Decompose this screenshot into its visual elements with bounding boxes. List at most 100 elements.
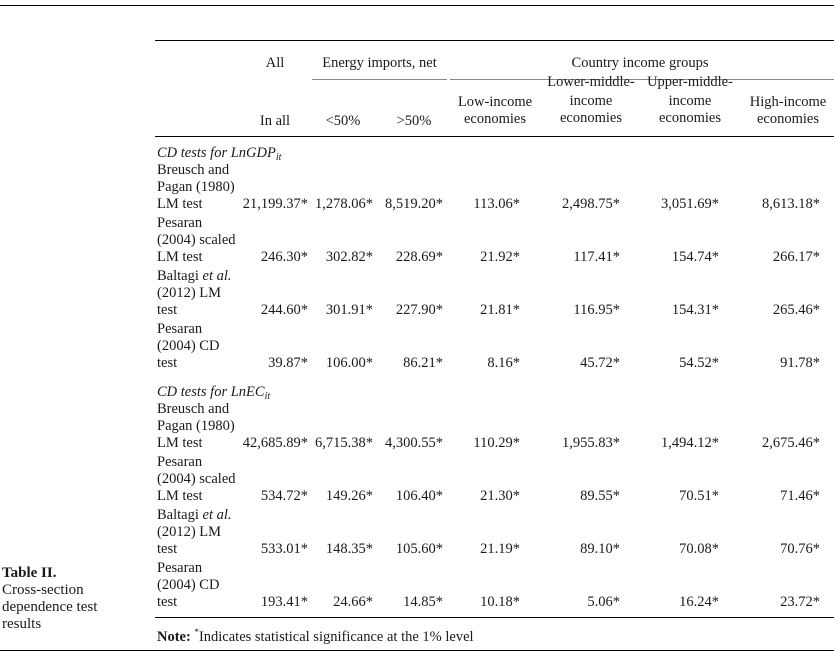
table-cell: 91.78*	[780, 355, 820, 371]
table-bottom-rule	[155, 617, 834, 618]
row-label-line: Baltagi et al.	[157, 268, 232, 284]
table-caption-line: dependence test	[2, 599, 98, 615]
table-cell: 54.52*	[679, 355, 719, 371]
header-line: Upper-middle-	[647, 74, 733, 90]
row-label-line: Pagan (1980)	[157, 418, 235, 434]
row-label-line: test	[157, 594, 178, 610]
row-label-line: LM test	[157, 435, 203, 451]
table-cell: 113.06*	[473, 196, 520, 212]
table-cell: 8.16*	[487, 355, 520, 371]
header-line: economies	[559, 110, 622, 126]
row-label-line: (2004) CD	[157, 338, 220, 354]
table-cell: 534.72*	[260, 488, 308, 504]
row-label: Pesaran (2004) CD test	[157, 321, 219, 372]
row-label: Pesaran (2004) CD test	[157, 560, 219, 611]
table-cell: 16.24*	[679, 594, 719, 610]
header-line: income	[668, 93, 712, 109]
section-title-var: LnGDP	[230, 145, 276, 161]
header-upper-middle-income: Upper-middle- income economies	[640, 74, 740, 127]
table-cell: 2,675.46*	[762, 435, 820, 451]
section-title-lngdp: CD tests for LnGDPit	[157, 145, 281, 166]
section-title-var: LnEC	[230, 384, 265, 400]
table-cell: 86.21*	[403, 355, 443, 371]
section-title-prefix: CD tests for	[157, 384, 231, 400]
row-label-line: Pesaran	[157, 321, 203, 337]
header-lt50: <50%	[325, 113, 361, 129]
table-cell: 533.01*	[260, 541, 308, 557]
table-cell: 228.69*	[395, 249, 443, 265]
top-border-rule	[0, 5, 834, 6]
table-note: Note: *Indicates statistical significanc…	[157, 624, 474, 646]
header-line: economies	[463, 111, 526, 127]
header-line: Lower-middle-	[547, 74, 635, 90]
table-cell: 89.10*	[580, 541, 620, 557]
header-in-all: In all	[259, 113, 291, 129]
table-cell: 70.51*	[679, 488, 719, 504]
table-cell: 21.81*	[480, 302, 520, 318]
header-country-income-groups: Country income groups	[571, 55, 709, 71]
table-cell: 266.17*	[772, 249, 820, 265]
table-cell: 110.29*	[473, 435, 520, 451]
table-cell: 21,199.37*	[242, 196, 308, 212]
table-cell: 193.41*	[260, 594, 308, 610]
table-cell: 24.66*	[333, 594, 373, 610]
table-cell: 301.91*	[325, 302, 373, 318]
table-caption-title: Table II.	[2, 565, 57, 581]
table-top-rule	[155, 40, 834, 41]
header-bottom-rule	[155, 136, 834, 137]
table-cell: 89.55*	[580, 488, 620, 504]
table-cell: 8,613.18*	[762, 196, 820, 212]
header-gt50: >50%	[396, 113, 432, 129]
table-cell: 4,300.55*	[385, 435, 443, 451]
table-cell: 154.31*	[671, 302, 719, 318]
table-cell: 148.35*	[325, 541, 373, 557]
energy-group-underline	[312, 79, 447, 80]
row-label-line: test	[157, 355, 178, 371]
row-label: Breusch and Pagan (1980) LM test	[157, 162, 235, 213]
row-label-line: LM test	[157, 196, 203, 212]
row-label-line: LM test	[157, 488, 203, 504]
table-cell: 39.87*	[268, 355, 308, 371]
table-cell: 106.00*	[325, 355, 373, 371]
table-cell: 244.60*	[260, 302, 308, 318]
country-group-underline	[450, 79, 834, 80]
table-cell: 5.06*	[587, 594, 620, 610]
table-cell: 246.30*	[260, 249, 308, 265]
table-cell: 70.76*	[780, 541, 820, 557]
table-cell: 227.90*	[395, 302, 443, 318]
row-label: Baltagi et al. (2012) LM test	[157, 268, 232, 319]
section-title-subscript: it	[264, 391, 271, 402]
section-title-prefix: CD tests for	[157, 145, 231, 161]
header-lower-middle-income: Lower-middle- income economies	[541, 74, 641, 127]
table-cell: 117.41*	[573, 249, 620, 265]
row-label: Pesaran (2004) scaled LM test	[157, 215, 236, 266]
table-cell: 70.08*	[679, 541, 719, 557]
table-cell: 3,051.69*	[661, 196, 719, 212]
table-cell: 21.92*	[480, 249, 520, 265]
table-cell: 42,685.89*	[242, 435, 308, 451]
table-cell: 21.30*	[480, 488, 520, 504]
table-cell: 21.19*	[480, 541, 520, 557]
row-label-line: Pesaran	[157, 215, 203, 231]
table-cell: 6,715.38*	[315, 435, 373, 451]
table-caption: Table II. Cross-section dependence test …	[2, 565, 97, 633]
table-cell: 106.40*	[395, 488, 443, 504]
table-cell: 265.46*	[772, 302, 820, 318]
table-cell: 14.85*	[403, 594, 443, 610]
row-label-line: Breusch and	[157, 401, 230, 417]
row-label: Pesaran (2004) scaled LM test	[157, 454, 236, 505]
table-cell: 2,498.75*	[562, 196, 620, 212]
header-line: income	[569, 93, 613, 109]
table-cell: 302.82*	[325, 249, 373, 265]
header-high-income: High-income economies	[742, 94, 834, 128]
header-energy-imports: Energy imports, net	[322, 55, 437, 71]
row-label-line: Baltagi et al.	[157, 507, 232, 523]
section-title-subscript: it	[275, 152, 282, 163]
note-text: Indicates statistical significance at th…	[198, 628, 474, 645]
row-label-line: Pagan (1980)	[157, 179, 235, 195]
table-cell: 10.18*	[480, 594, 520, 610]
header-line: High-income	[749, 94, 827, 110]
table-caption-line: results	[2, 616, 42, 632]
row-label-line: (2012) LM	[157, 285, 222, 301]
table-cell: 154.74*	[671, 249, 719, 265]
